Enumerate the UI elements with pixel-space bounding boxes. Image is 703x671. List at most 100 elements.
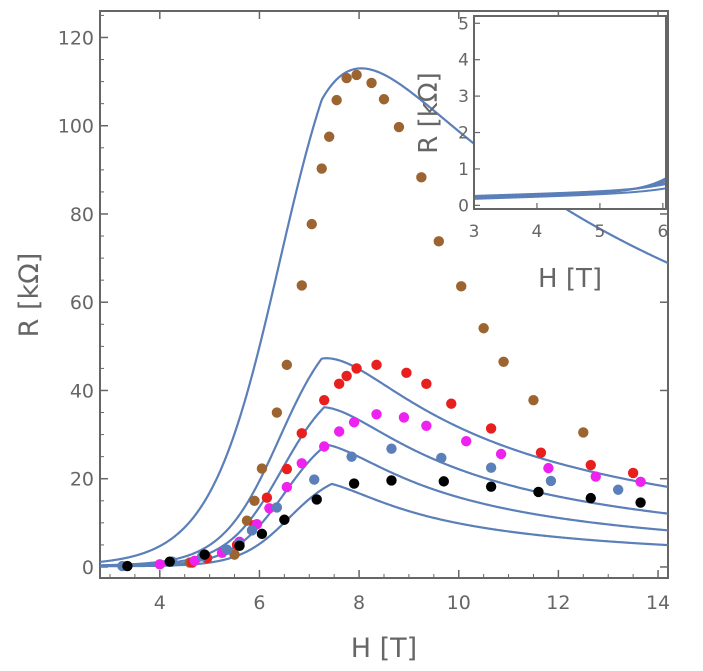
point-magenta-15 (495, 448, 507, 460)
point-brown-9 (316, 163, 327, 174)
inset-x-axis-title: H [T] (538, 264, 602, 294)
inset-ticks: 3 4 5 6 0 1 2 3 4 5 (458, 14, 668, 242)
point-black-7 (348, 478, 360, 489)
inset-x-tick-label-6: 6 (657, 222, 668, 242)
x-tick-label-4: 4 (154, 592, 166, 614)
point-black-13 (635, 497, 646, 508)
point-red-13 (421, 378, 432, 390)
fit-1 (99, 67, 669, 563)
fit-5 (99, 482, 669, 568)
point-red-7 (319, 394, 330, 406)
point-magenta-14 (461, 436, 472, 447)
point-magenta-12 (398, 412, 410, 423)
point-red-15 (485, 423, 497, 434)
point-red-18 (627, 467, 639, 479)
point-blue-9 (386, 443, 397, 454)
point-brown-13 (351, 69, 362, 81)
y-tick-label-120: 120 (58, 27, 94, 49)
point-brown-18 (433, 236, 445, 247)
y-tick-label-80: 80 (70, 204, 94, 226)
point-brown-3 (249, 495, 260, 506)
point-black-6 (311, 494, 322, 505)
y-tick-label-40: 40 (70, 380, 94, 402)
inset-y-tick-label-4: 4 (458, 51, 469, 71)
point-black-8 (386, 475, 397, 486)
fit-4 (100, 443, 669, 568)
point-black-11 (533, 486, 544, 498)
point-red-4 (261, 492, 273, 503)
point-red-12 (401, 367, 412, 379)
point-blue-5 (246, 525, 258, 536)
inset-curves (474, 177, 666, 200)
point-black-10 (485, 481, 497, 492)
inset-curve-4 (474, 182, 666, 197)
point-blue-7 (309, 474, 320, 485)
point-brown-17 (416, 172, 427, 183)
point-brown-11 (331, 94, 342, 106)
point-brown-23 (578, 427, 589, 438)
point-red-14 (446, 398, 457, 409)
point-magenta-17 (590, 471, 601, 482)
point-black-2 (199, 549, 210, 560)
point-blue-13 (612, 484, 624, 495)
point-brown-12 (341, 72, 352, 84)
inset-y-axis-title: R [kΩ] (414, 72, 444, 154)
point-black-5 (279, 514, 290, 525)
inset-y-tick-label-2: 2 (458, 124, 469, 144)
point-magenta-0 (154, 559, 165, 570)
point-red-16 (535, 447, 547, 458)
point-blue-8 (346, 451, 357, 462)
x-tick-label-8: 8 (353, 592, 365, 614)
point-red-17 (585, 459, 596, 471)
inset-background (474, 16, 666, 209)
point-brown-21 (498, 356, 509, 367)
point-black-4 (256, 528, 268, 540)
point-magenta-9 (333, 426, 345, 437)
point-magenta-16 (543, 462, 554, 474)
inset-y-tick-label-0: 0 (458, 196, 469, 216)
point-brown-4 (256, 463, 268, 474)
point-brown-1 (229, 549, 240, 560)
inset-y-tick-label-3: 3 (458, 87, 469, 107)
point-brown-16 (393, 121, 405, 133)
point-blue-12 (545, 475, 557, 487)
main-ticks: 4 6 8 10 12 14 0 20 40 60 80 100 120 (58, 11, 670, 614)
x-tick-label-14: 14 (646, 592, 670, 614)
point-blue-3 (221, 544, 233, 555)
inset-plot-frame (473, 15, 667, 210)
point-brown-19 (456, 281, 467, 292)
y-tick-label-20: 20 (70, 469, 94, 491)
point-red-8 (333, 378, 345, 390)
point-red-11 (371, 359, 382, 371)
point-magenta-13 (421, 420, 432, 431)
point-magenta-6 (281, 481, 293, 493)
point-black-12 (585, 492, 596, 504)
x-tick-label-10: 10 (447, 592, 471, 614)
point-brown-20 (478, 323, 489, 334)
point-brown-14 (366, 77, 377, 89)
point-red-6 (296, 428, 307, 439)
y-tick-label-60: 60 (70, 292, 94, 314)
point-brown-6 (281, 359, 293, 371)
point-magenta-8 (319, 441, 330, 452)
point-brown-7 (296, 280, 307, 291)
point-brown-8 (306, 218, 317, 230)
inset-x-tick-label-4: 4 (532, 222, 543, 242)
point-red-10 (351, 363, 362, 374)
fit-2 (99, 357, 669, 567)
inset-x-tick-label-5: 5 (594, 222, 605, 242)
point-black-3 (234, 540, 245, 551)
point-blue-11 (485, 462, 497, 473)
main-data-points (117, 69, 646, 572)
main-x-axis-title: H [T] (351, 633, 417, 664)
point-brown-15 (378, 94, 390, 105)
point-black-9 (438, 476, 449, 487)
point-brown-22 (528, 394, 539, 406)
point-magenta-18 (635, 476, 646, 488)
x-tick-label-12: 12 (546, 592, 570, 614)
point-black-1 (164, 556, 175, 567)
y-tick-label-100: 100 (58, 116, 94, 138)
main-y-axis-title: R [kΩ] (14, 253, 45, 338)
point-black-0 (122, 560, 133, 572)
